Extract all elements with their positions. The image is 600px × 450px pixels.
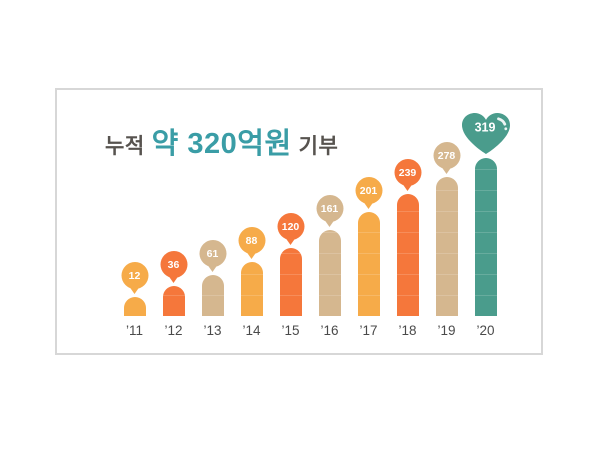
value-pin: 239 <box>394 159 421 186</box>
x-axis-label: ’15 <box>281 323 300 338</box>
x-axis-label: ’19 <box>437 323 456 338</box>
heart-gloss-icon <box>496 117 506 126</box>
bar: 61 ’13 <box>199 240 226 338</box>
x-axis-label: ’17 <box>359 323 378 338</box>
bar: 239 ’18 <box>394 159 421 338</box>
bar: 278 ’19 <box>433 142 460 338</box>
bar-value: 88 <box>245 234 258 247</box>
heart-marker: 319 <box>461 113 510 154</box>
bar-value: 201 <box>359 184 378 197</box>
heart-shape <box>461 113 510 154</box>
value-pin: 201 <box>355 177 382 204</box>
value-pin: 12 <box>121 262 148 289</box>
x-axis-label: ’16 <box>320 323 339 338</box>
bar-chart: 12 ’11 36 ’12 61 ’13 88 ’14 120 ’15 161 ’16 201 ’17 23… <box>57 90 541 353</box>
x-axis-label: ’20 <box>476 323 495 338</box>
value-pin: 278 <box>433 142 460 169</box>
x-axis-label: ’18 <box>398 323 417 338</box>
x-axis-label: ’12 <box>164 323 183 338</box>
value-pin: 88 <box>238 227 265 254</box>
bar: 120 ’15 <box>277 213 304 338</box>
chart-card: 12 ’11 36 ’12 61 ’13 88 ’14 120 ’15 161 ’16 201 ’17 23… <box>55 88 543 355</box>
bar: 88 ’14 <box>238 227 265 338</box>
bar-value: 36 <box>167 258 180 271</box>
heart-value: 319 <box>474 121 495 135</box>
bar-value: 61 <box>206 247 219 260</box>
bar: 161 ’16 <box>316 195 343 338</box>
x-axis-label: ’11 <box>125 323 144 338</box>
bar: 36 ’12 <box>160 251 187 338</box>
bar-value: 239 <box>398 166 417 179</box>
bar: 12 ’11 <box>121 262 148 338</box>
x-axis-label: ’14 <box>242 323 261 338</box>
heart-gloss-dot-icon <box>503 127 507 131</box>
bar: 201 ’17 <box>355 177 382 338</box>
title-prefix: 누적 <box>105 135 145 158</box>
value-pin: 161 <box>316 195 343 222</box>
chart-title: 누적 약 320억원 기부 <box>105 120 338 162</box>
bar-value: 12 <box>128 269 141 282</box>
title-suffix: 기부 <box>298 135 339 158</box>
value-pin: 36 <box>160 251 187 278</box>
bar-value: 161 <box>320 202 339 215</box>
value-pin: 120 <box>277 213 304 240</box>
bar-value: 120 <box>281 220 300 233</box>
title-highlight: 약 320억원 <box>151 128 292 160</box>
value-pin: 61 <box>199 240 226 267</box>
x-axis-label: ’13 <box>203 323 222 338</box>
bar: 319 ’20 <box>461 113 510 338</box>
bar-value: 278 <box>437 149 456 162</box>
